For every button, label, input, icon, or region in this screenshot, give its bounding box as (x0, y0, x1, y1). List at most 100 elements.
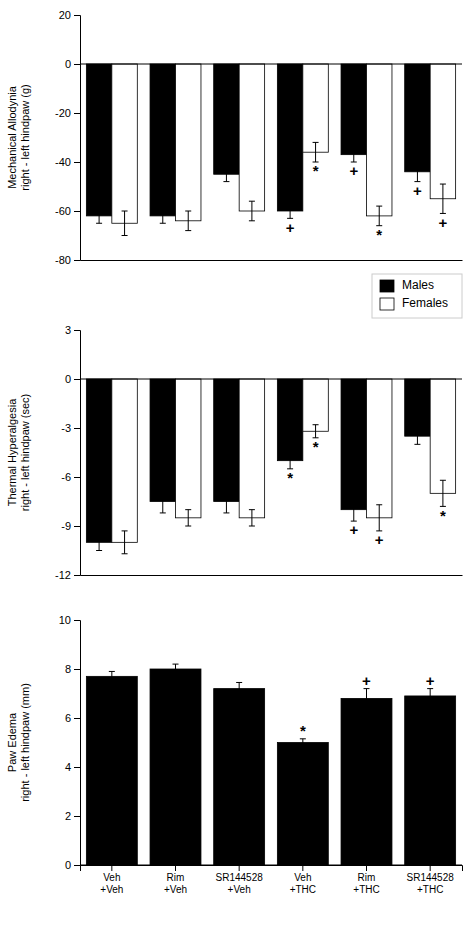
error-bar (160, 490, 166, 513)
y-tick-mark (74, 330, 80, 331)
y-tick-label: 10 (59, 614, 71, 626)
bar (367, 379, 392, 518)
y-tick-mark (74, 718, 80, 719)
annotation: + (362, 672, 371, 689)
y-tick-mark (74, 865, 80, 866)
zero-line (80, 64, 462, 65)
error-bar (223, 167, 229, 182)
y-tick-label: 0 (65, 58, 71, 70)
bar (277, 64, 302, 211)
bar (214, 689, 265, 865)
bar-series (86, 379, 430, 551)
annotation: * (313, 438, 319, 455)
plot-area (86, 379, 455, 554)
y-tick-label: -60 (55, 205, 71, 217)
y-tick-mark (74, 162, 80, 163)
bar-series (112, 379, 456, 554)
y-tick-mark (74, 575, 80, 576)
error-bar (440, 480, 446, 506)
y-tick-mark (74, 15, 80, 16)
error-bar (109, 671, 115, 681)
y-axis-line (74, 621, 81, 866)
x-tick: Veh+Veh (100, 865, 123, 895)
y-tick-mark (74, 767, 80, 768)
y-tick: 0 (65, 373, 80, 385)
y-tick-label: -6 (61, 471, 71, 483)
x-tick-mark (366, 865, 367, 871)
error-bar (249, 510, 255, 526)
x-tick-label: SR144528+THC (407, 872, 455, 895)
x-tick: SR144528+THC (407, 865, 455, 895)
error-bar (440, 184, 446, 213)
chart: -80-60-40-20020++**++Mechanical Allodyni… (0, 0, 474, 934)
y-tick: -20 (55, 107, 80, 119)
error-bar (313, 142, 319, 162)
y-axis: -12-9-6-303 (55, 324, 80, 581)
annotation: * (300, 722, 306, 739)
bar (214, 379, 239, 502)
bar (277, 743, 328, 866)
zero-line (80, 865, 462, 866)
legend-label: Males (402, 278, 434, 292)
y-axis-line (74, 331, 81, 576)
error-bar (414, 428, 420, 444)
legend: MalesFemales (372, 274, 462, 318)
x-tick-label: SR144528+Veh (216, 872, 264, 895)
error-bar (249, 201, 255, 221)
y-tick-label: 8 (65, 663, 71, 675)
x-tick: SR144528+Veh (216, 865, 264, 895)
y-axis-label: Mechanical Allodyniaright - left hindpaw… (6, 84, 31, 190)
y-tick-mark (74, 526, 80, 527)
y-tick-label: -9 (61, 520, 71, 532)
bar (86, 676, 137, 865)
y-tick-mark (74, 428, 80, 429)
x-tick: Veh+THC (290, 865, 316, 895)
y-tick-mark (74, 379, 80, 380)
x-tick-mark (111, 865, 112, 871)
y-tick: 3 (65, 324, 80, 336)
y-tick-label: 3 (65, 324, 71, 336)
x-tick-mark (430, 865, 431, 871)
y-tick: -60 (55, 205, 80, 217)
y-tick: 6 (65, 712, 80, 724)
y-axis: -80-60-40-20020 (55, 9, 80, 266)
error-bar (236, 682, 242, 694)
y-tick: 0 (65, 58, 80, 70)
y-tick-mark (74, 113, 80, 114)
annotation: + (349, 521, 358, 538)
bar (341, 698, 392, 865)
annotation: * (287, 469, 293, 486)
panel: -80-60-40-20020++**++ (55, 9, 462, 266)
bar (176, 379, 201, 518)
y-axis: 0246810 (59, 614, 81, 871)
error-bar (122, 211, 128, 236)
bar (86, 64, 111, 216)
legend-swatch (380, 280, 394, 292)
y-tick-label: -20 (55, 107, 71, 119)
x-tick-label: Veh+Veh (100, 872, 123, 895)
bar (430, 64, 455, 199)
y-tick: -80 (55, 254, 80, 266)
error-bar (160, 209, 166, 224)
legend-item: Males (380, 278, 434, 292)
bar (303, 379, 328, 431)
bar (405, 64, 430, 172)
y-tick: -6 (61, 471, 80, 483)
y-tick-mark (74, 477, 80, 478)
bar (176, 64, 201, 221)
error-bar (185, 211, 191, 231)
bar (150, 64, 175, 216)
y-tick-label: 20 (59, 9, 71, 21)
annotation: * (440, 507, 446, 524)
plot-area (86, 664, 455, 865)
x-axis-line (81, 260, 463, 261)
y-tick-mark (74, 260, 80, 261)
x-axis (81, 260, 463, 262)
y-tick-mark (74, 211, 80, 212)
y-tick: -3 (61, 422, 80, 434)
annotation: + (375, 531, 384, 548)
y-axis-line (74, 16, 81, 261)
annotation: + (349, 162, 358, 179)
legend-swatch (380, 298, 394, 310)
x-tick-mark (239, 865, 240, 871)
